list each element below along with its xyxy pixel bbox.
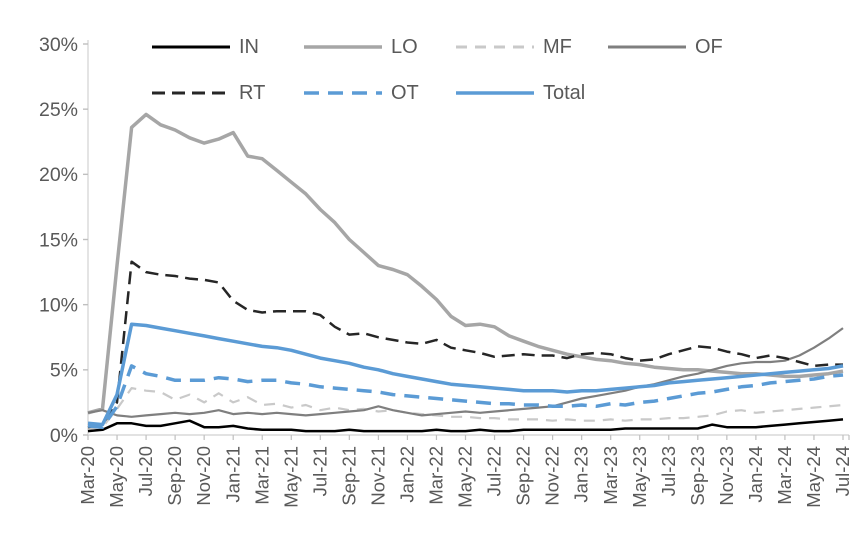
x-tick-label: Nov-20 — [193, 446, 214, 506]
x-tick-label: Jan-22 — [397, 446, 418, 503]
x-tick-label: Jan-23 — [571, 446, 592, 503]
legend-label-mf: MF — [543, 36, 572, 58]
x-tick-label: Jan-21 — [222, 446, 243, 503]
series-line-in — [87, 418, 844, 433]
y-tick-label: 25% — [39, 99, 78, 121]
legend-swatch-in-icon — [152, 45, 230, 49]
legend-swatch-total-icon — [456, 91, 534, 95]
legend-swatch-lo-icon — [304, 45, 382, 49]
series-line-of — [87, 327, 844, 418]
series-line-rt — [87, 260, 843, 429]
x-tick-label: Sep-22 — [513, 446, 534, 506]
x-tick-label: May-23 — [629, 446, 650, 508]
legend-row: IN LO MF OF — [152, 24, 812, 70]
y-tick-label: 10% — [39, 294, 78, 316]
legend-item-ot: OT — [304, 83, 456, 103]
legend-item-rt: RT — [152, 83, 304, 103]
legend-label-rt: RT — [239, 82, 266, 104]
series-line-ot — [87, 364, 844, 429]
x-tick-label: Sep-21 — [338, 446, 359, 506]
x-tick-label: Nov-23 — [716, 446, 737, 506]
x-tick-label: Jul-20 — [135, 446, 156, 496]
x-tick-label: May-20 — [106, 446, 127, 508]
legend-swatch-of-icon — [608, 45, 686, 49]
x-tick-label: Nov-21 — [367, 446, 388, 506]
y-tick-label: 20% — [39, 164, 78, 186]
legend-item-of: OF — [608, 37, 760, 57]
legend-item-lo: LO — [304, 37, 456, 57]
x-tick-label: Jul-21 — [309, 446, 330, 496]
y-tick-label: 5% — [50, 360, 78, 382]
chart-legend: IN LO MF OF RT OT Total — [152, 24, 812, 116]
x-tick-label: Mar-22 — [426, 446, 447, 505]
x-tick-label: Sep-23 — [687, 446, 708, 506]
legend-label-ot: OT — [391, 82, 419, 104]
legend-swatch-mf-icon — [456, 45, 534, 49]
y-tick-label: 30% — [39, 34, 78, 56]
legend-row: RT OT Total — [152, 70, 812, 116]
x-tick-label: May-22 — [455, 446, 476, 508]
x-tick-label: Mar-20 — [77, 446, 98, 505]
legend-item-mf: MF — [456, 37, 608, 57]
x-tick-label: Nov-22 — [542, 446, 563, 506]
legend-label-of: OF — [695, 36, 723, 58]
legend-label-lo: LO — [391, 36, 418, 58]
x-tick-label: Jan-24 — [745, 446, 766, 503]
x-tick-label: May-21 — [280, 446, 301, 508]
series-line-lo — [87, 112, 844, 415]
x-tick-label: Mar-23 — [600, 446, 621, 505]
legend-swatch-ot-icon — [304, 91, 382, 95]
x-tick-label: Mar-24 — [774, 446, 795, 505]
x-tick-label: Sep-20 — [164, 446, 185, 506]
x-tick-label: Jul-24 — [832, 446, 852, 496]
legend-swatch-rt-icon — [152, 91, 230, 95]
series-line-total — [87, 322, 844, 427]
x-tick-label: Jul-23 — [658, 446, 679, 496]
legend-item-in: IN — [152, 37, 304, 57]
legend-item-total: Total — [456, 83, 608, 103]
legend-label-in: IN — [239, 36, 259, 58]
legend-label-total: Total — [543, 82, 586, 104]
x-tick-label: Mar-21 — [251, 446, 272, 505]
series-line-mf — [87, 387, 844, 430]
x-tick-label: Jul-22 — [484, 446, 505, 496]
y-tick-label: 0% — [50, 425, 78, 447]
y-tick-label: 15% — [39, 229, 78, 251]
x-tick-label: May-24 — [803, 446, 824, 508]
